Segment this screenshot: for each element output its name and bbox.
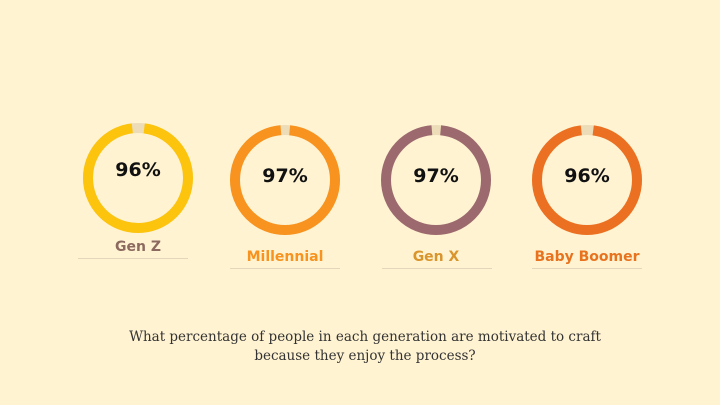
gen-x-ring	[381, 125, 491, 235]
gen-z-divider	[78, 258, 188, 259]
millennial-value: 97%	[262, 165, 308, 187]
millennial-ring	[230, 125, 340, 235]
baby-boomer-value: 96%	[564, 165, 610, 187]
gen-x-value: 97%	[413, 165, 459, 187]
millennial-card: 97% Millennial	[220, 115, 350, 275]
baby-boomer-label: Baby Boomer	[534, 249, 640, 265]
baby-boomer-card: 96% Baby Boomer	[522, 115, 652, 275]
caption-line-2: because they enjoy the process?	[254, 348, 476, 364]
gen-z-label: Gen Z	[115, 239, 161, 255]
caption-line-1: What percentage of people in each genera…	[129, 329, 601, 345]
baby-boomer-divider	[532, 268, 642, 269]
gen-x-label: Gen X	[412, 249, 460, 265]
gen-x-divider	[382, 268, 492, 269]
gen-z-ring	[83, 123, 193, 233]
chart-caption: What percentage of people in each genera…	[120, 328, 610, 366]
millennial-donut	[230, 125, 340, 235]
baby-boomer-ring	[532, 125, 642, 235]
baby-boomer-donut	[532, 125, 642, 235]
millennial-divider	[230, 268, 340, 269]
millennial-label: Millennial	[246, 249, 324, 265]
gen-x-donut	[381, 125, 491, 235]
gen-x-card: 97% Gen X	[371, 115, 501, 275]
gen-z-card: 96% Gen Z	[73, 113, 203, 273]
gen-z-value: 96%	[115, 159, 161, 181]
gen-z-donut	[83, 123, 193, 233]
